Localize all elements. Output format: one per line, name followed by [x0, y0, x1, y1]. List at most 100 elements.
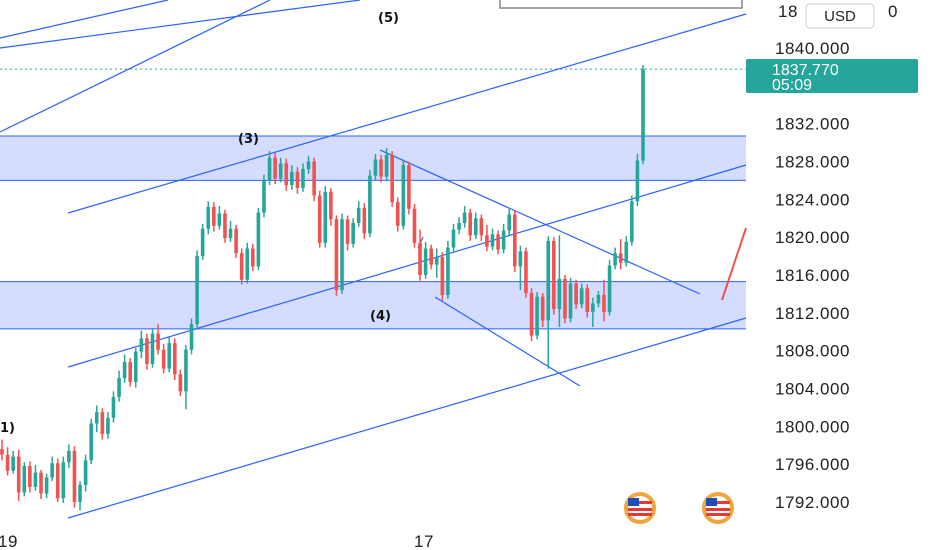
candle — [579, 283, 584, 309]
candle — [312, 157, 316, 202]
candle — [200, 223, 205, 260]
candle — [518, 245, 523, 291]
candle-body — [429, 248, 433, 265]
candle-body — [161, 349, 166, 369]
candle — [145, 333, 149, 370]
candle-body — [451, 229, 456, 248]
candle-body — [212, 206, 216, 226]
candle — [585, 284, 590, 318]
wave-label-4: (4) — [370, 309, 391, 324]
candle-body — [468, 212, 473, 236]
candle-body — [524, 251, 528, 293]
candle-body — [245, 248, 250, 280]
candle-body — [78, 484, 82, 502]
candle — [591, 297, 595, 328]
candle-body — [485, 235, 489, 247]
candle — [418, 229, 422, 281]
candle-body — [217, 213, 222, 226]
currency-badge[interactable] — [805, 3, 875, 29]
candle — [44, 473, 49, 499]
candle-body — [150, 333, 155, 364]
candle-body — [0, 449, 4, 455]
last-price-tag: 1837.770 05:09 — [746, 59, 918, 94]
candle-body — [496, 234, 500, 250]
candle-body — [312, 161, 316, 196]
zone-0 — [0, 135, 746, 181]
candle — [245, 242, 250, 284]
candle — [295, 167, 300, 194]
candle-body — [273, 157, 277, 179]
candle-body — [16, 456, 21, 493]
candle — [228, 221, 233, 242]
candle — [407, 161, 411, 215]
candle-body — [89, 423, 93, 461]
candle-body — [117, 378, 121, 398]
price-tick: 1840.000 — [775, 39, 850, 58]
candle — [262, 174, 266, 218]
candle-body — [278, 163, 283, 179]
candle — [635, 153, 640, 206]
candle — [290, 165, 294, 190]
us-flag-icon-2[interactable] — [702, 492, 734, 524]
candle — [496, 230, 500, 255]
candle — [384, 148, 389, 181]
candle — [373, 153, 378, 181]
candle-body — [440, 257, 445, 295]
candle — [323, 186, 328, 248]
candle-body — [234, 228, 238, 254]
zone-1 — [0, 281, 746, 329]
trendline-0 — [0, 0, 169, 39]
candle — [535, 292, 539, 340]
candle-body — [395, 202, 400, 226]
candle — [473, 212, 478, 240]
candle-body — [591, 303, 595, 312]
candle — [178, 369, 183, 397]
time-tick-17: 17 — [414, 532, 434, 550]
candle — [239, 248, 244, 285]
candle — [340, 213, 344, 294]
candle — [602, 279, 606, 322]
candle-body — [401, 165, 406, 226]
price-tick: 1808.000 — [775, 342, 850, 361]
candle — [22, 462, 27, 497]
candle-body — [373, 159, 378, 176]
candle-body — [351, 222, 355, 244]
candle — [172, 338, 177, 380]
trendline-2 — [0, 0, 361, 49]
candle — [133, 347, 138, 388]
candle — [212, 202, 216, 232]
candle-body — [618, 253, 623, 263]
partial-panel-frame — [499, 0, 743, 9]
candle-body — [239, 253, 244, 280]
candle — [28, 461, 32, 493]
candle-body — [106, 417, 110, 434]
candle-body — [267, 157, 272, 181]
trendline-3 — [67, 13, 747, 214]
candle — [546, 236, 551, 369]
candle-body — [94, 412, 99, 424]
candle-body — [379, 159, 383, 177]
candles — [0, 65, 645, 511]
candle — [540, 292, 545, 328]
candle — [139, 330, 144, 359]
candle-body — [518, 251, 523, 267]
candle — [267, 151, 272, 186]
price-tick: 1832.000 — [775, 115, 850, 134]
candle — [563, 275, 567, 324]
us-flag-icon[interactable] — [624, 492, 656, 524]
candle — [501, 223, 506, 254]
candle — [156, 324, 160, 355]
trendline-6 — [379, 149, 701, 295]
price-tick: 1812.000 — [775, 304, 850, 323]
candle-body — [563, 278, 567, 319]
candle-body — [122, 362, 127, 379]
candle-body — [462, 212, 467, 223]
candle — [94, 405, 99, 433]
price-axis[interactable]: 1792.000 1796.000 1800.000 1804.000 1808.000… — [775, 39, 850, 512]
candle-body — [501, 230, 506, 250]
candle — [33, 465, 38, 491]
candle-body — [39, 472, 43, 494]
candle-body — [301, 169, 305, 188]
candle-body — [139, 338, 144, 352]
